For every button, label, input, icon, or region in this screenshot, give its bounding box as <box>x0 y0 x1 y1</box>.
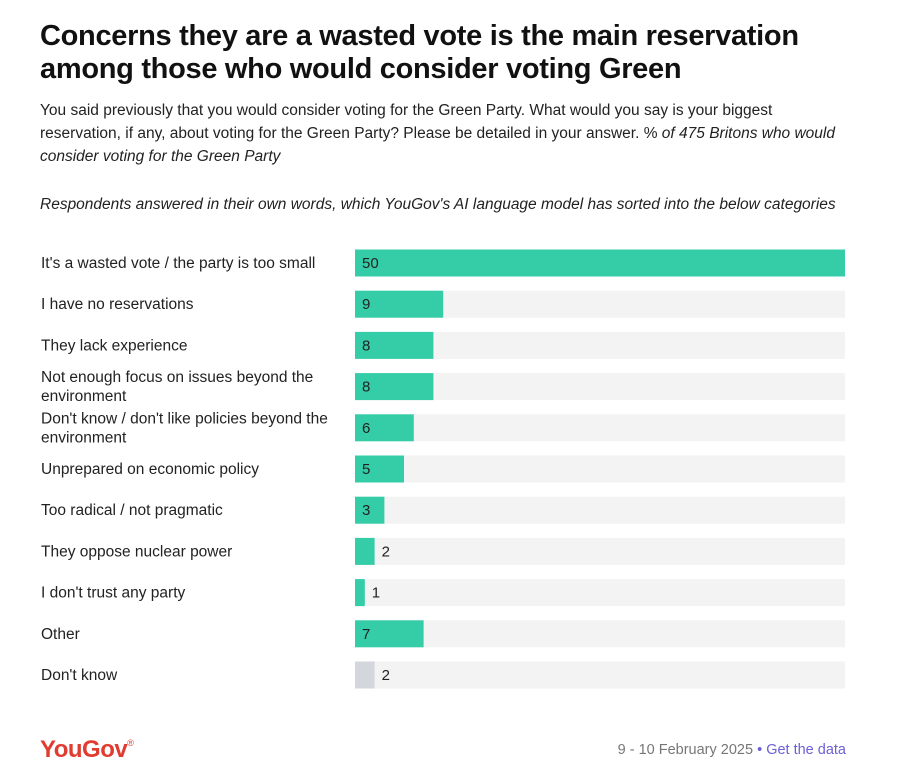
yougov-logo: YouGov® <box>40 736 134 763</box>
value-label: 8 <box>362 379 370 396</box>
bar-track <box>355 661 845 689</box>
bar-track <box>355 620 845 648</box>
title-line-2: among those who would consider voting Gr… <box>40 53 682 85</box>
bar <box>355 661 375 689</box>
category-label: I have no reservations <box>41 296 194 313</box>
bar-track <box>355 455 845 483</box>
bar-track <box>355 331 845 359</box>
logo-text: YouGov <box>40 736 128 763</box>
bar-track <box>355 579 845 607</box>
chart-subtitle: You said previously that you would consi… <box>40 99 848 168</box>
bar <box>355 537 375 565</box>
category-label: Don't know <box>41 667 118 684</box>
category-label: Other <box>41 626 80 643</box>
value-label: 9 <box>362 296 370 313</box>
bar-track <box>355 537 845 565</box>
subtitle-plain: You said previously that you would consi… <box>40 102 773 142</box>
value-label: 1 <box>372 585 380 602</box>
bar <box>355 290 444 318</box>
category-label: Don't know / don't like policies beyond … <box>41 410 328 446</box>
category-label: They oppose nuclear power <box>41 543 232 560</box>
chart-header: Concerns they are a wasted vote is the m… <box>40 20 848 216</box>
chart-note: Respondents answered in their own words,… <box>40 196 836 213</box>
value-label: 5 <box>362 461 370 478</box>
bar-track <box>355 414 845 442</box>
value-label: 3 <box>362 502 370 519</box>
bar <box>355 373 434 401</box>
bar <box>355 496 385 524</box>
separator-dot: • <box>757 742 763 758</box>
footer: YouGov® 9 - 10 February 2025 • Get the d… <box>40 736 846 768</box>
title-line-1: Concerns they are a wasted vote is the m… <box>40 20 799 52</box>
bar-track <box>355 496 845 524</box>
bar <box>355 455 404 483</box>
subtitle-italic: of 475 Britons who would consider voting… <box>40 125 835 165</box>
bar <box>355 249 845 277</box>
bar <box>355 331 434 359</box>
value-label: 2 <box>382 667 390 684</box>
category-label: Not enough focus on issues beyond the env… <box>41 369 313 405</box>
bar <box>355 414 414 442</box>
value-label: 7 <box>362 626 370 643</box>
bar <box>355 579 365 607</box>
category-label: It's a wasted vote / the party is too sm… <box>41 255 315 272</box>
value-label: 2 <box>382 543 390 560</box>
chart-title: Concerns they are a wasted vote is the m… <box>40 20 848 86</box>
get-the-data-link[interactable]: Get the data <box>766 742 846 758</box>
bar <box>355 620 424 648</box>
category-label: Unprepared on economic policy <box>41 461 259 478</box>
fieldwork-date: 9 - 10 February 2025 <box>617 742 754 758</box>
category-label: I don't trust any party <box>41 585 186 602</box>
value-label: 50 <box>362 255 379 272</box>
value-label: 6 <box>362 420 370 437</box>
category-label: They lack experience <box>41 337 187 354</box>
footer-meta: 9 - 10 February 2025 • Get the data <box>618 742 846 758</box>
bar-chart: It's a wasted vote / the party is too sm… <box>41 249 845 689</box>
value-label: 8 <box>362 337 370 354</box>
bar-track <box>355 373 845 401</box>
category-label: Too radical / not pragmatic <box>41 502 223 519</box>
